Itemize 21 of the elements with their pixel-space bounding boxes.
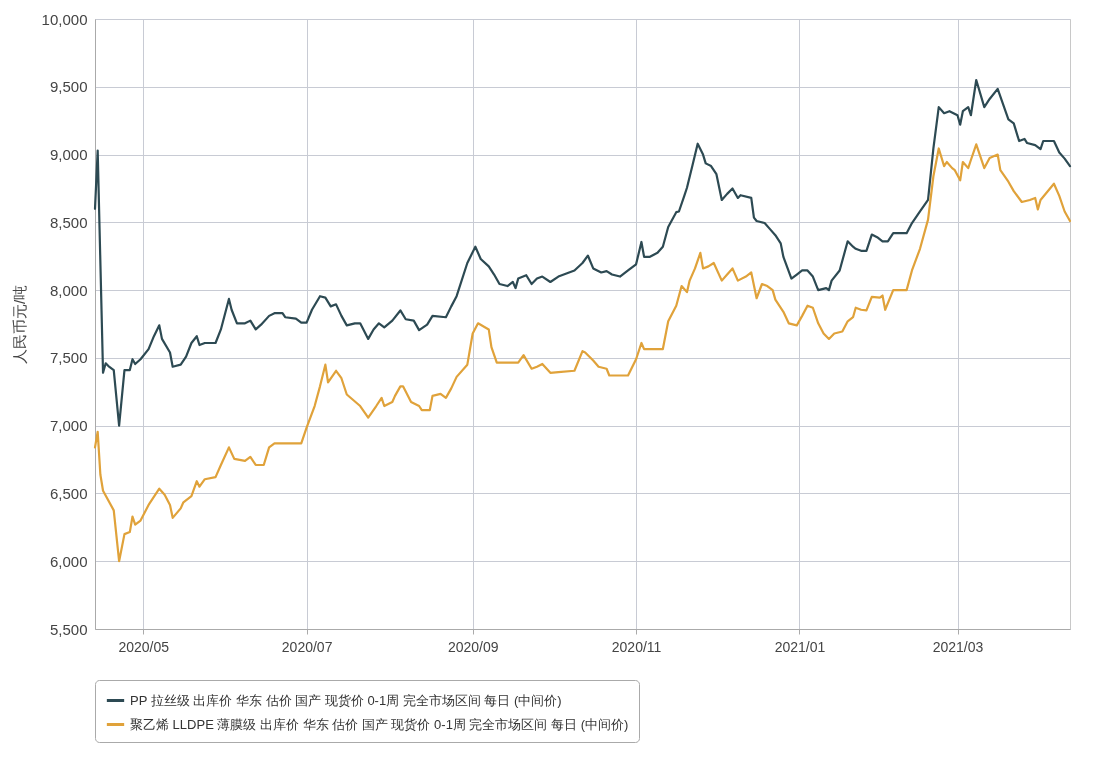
x-tick-label: 2021/03 — [932, 638, 984, 655]
y-tick-label: 9,000 — [49, 146, 88, 164]
y-tick-label: 10,000 — [41, 10, 88, 28]
y-tick-label: 7,000 — [49, 417, 88, 435]
y-tick-label: 7,500 — [49, 349, 88, 367]
legend-label: PP 拉丝级 出库价 华东 估价 国产 现货价 0-1周 完全市场区间 每日 (中间价) — [130, 692, 562, 708]
y-tick-label: 8,000 — [49, 281, 88, 299]
x-tick-label: 2020/05 — [118, 638, 170, 655]
y-tick-label: 5,500 — [49, 620, 88, 638]
x-tick-label: 2020/09 — [447, 638, 499, 655]
x-tick-label: 2020/11 — [611, 638, 662, 655]
y-tick-label: 8,500 — [49, 213, 88, 231]
y-tick-label: 9,500 — [49, 78, 88, 96]
x-tick-label: 2021/01 — [774, 638, 826, 655]
line-series — [93, 78, 1072, 427]
y-tick-label: 6,500 — [49, 484, 88, 502]
legend-label: 聚乙烯 LLDPE 薄膜级 出库价 华东 估价 国产 现货价 0-1周 完全市场区间 每日 (中间价) — [130, 716, 629, 732]
y-tick-label: 6,000 — [49, 552, 88, 570]
x-tick-label: 2020/07 — [281, 638, 333, 655]
line-series — [93, 143, 1072, 563]
y-axis-title: 人民币元/吨 — [10, 284, 28, 365]
